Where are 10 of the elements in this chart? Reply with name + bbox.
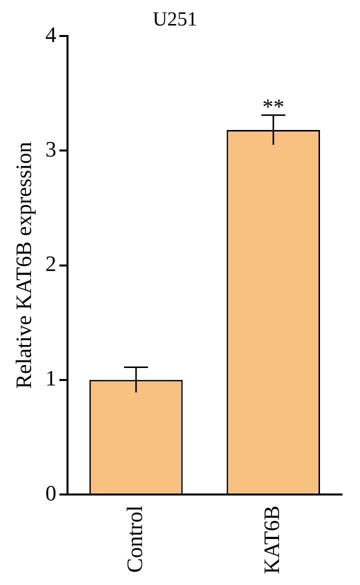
y-tick-label: 3 bbox=[45, 136, 56, 162]
x-tick-label: Control bbox=[122, 506, 147, 573]
x-tick-label: KAT6B bbox=[259, 506, 284, 574]
y-axis-title: Relative KAT6B expression bbox=[10, 142, 36, 389]
y-tick-label: 4 bbox=[45, 22, 56, 47]
chart-title: U251 bbox=[152, 8, 198, 30]
y-tick-label: 0 bbox=[45, 480, 56, 506]
annotation: ** bbox=[262, 94, 284, 119]
y-tick-label: 2 bbox=[45, 251, 56, 276]
y-tick-label: 1 bbox=[45, 366, 56, 391]
